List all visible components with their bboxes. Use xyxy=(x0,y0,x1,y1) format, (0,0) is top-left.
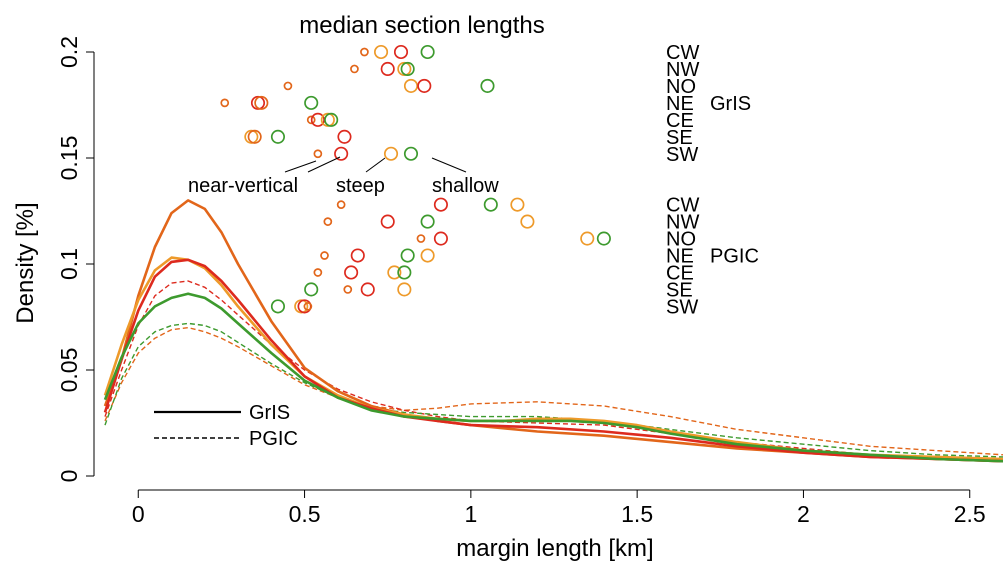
median-marker xyxy=(304,282,319,297)
region-label: CE xyxy=(666,110,694,132)
y-tick-label: 0 xyxy=(56,470,82,483)
median-marker xyxy=(400,248,415,263)
gris-density-line xyxy=(103,258,1003,463)
y-tick-label: 0.05 xyxy=(56,348,82,393)
median-marker xyxy=(374,44,389,60)
group-label: GrIS xyxy=(710,93,751,115)
leader-line xyxy=(431,157,467,173)
median-marker xyxy=(433,197,448,212)
x-axis-title: margin length [km] xyxy=(456,535,653,562)
median-marker xyxy=(580,231,595,246)
median-marker xyxy=(336,200,346,209)
size-class-label-shallow: shallow xyxy=(432,175,499,197)
median-marker xyxy=(420,248,435,263)
median-marker xyxy=(350,64,359,74)
plot-area: 0 0.5 1 1.5 2 2.500.050.10.150.2 CWNWNONECESES… xyxy=(56,36,1003,527)
median-marker xyxy=(343,285,353,294)
region-label: NE xyxy=(666,246,694,268)
median-marker xyxy=(337,129,352,144)
region-label: NW xyxy=(666,212,699,234)
median-marker xyxy=(313,268,323,277)
x-tick-label: 1 xyxy=(464,501,477,527)
median-marker xyxy=(483,197,498,212)
median-marker xyxy=(220,98,230,108)
median-marker xyxy=(393,44,409,60)
median-marker xyxy=(350,248,365,263)
median-marker xyxy=(380,214,395,229)
median-marker xyxy=(596,231,611,246)
pgic-density-line xyxy=(104,326,1003,456)
y-axis-title: Density [%] xyxy=(12,202,39,323)
median-marker xyxy=(303,302,313,311)
size-class-label-near-vertical: near-vertical xyxy=(188,175,298,197)
region-label: SW xyxy=(666,144,698,166)
region-label: SW xyxy=(666,296,698,318)
leader-line xyxy=(284,160,317,173)
median-marker xyxy=(270,299,285,314)
median-marker xyxy=(417,78,432,93)
median-marker xyxy=(520,214,535,229)
region-label: NO xyxy=(666,76,696,98)
median-marker xyxy=(420,44,435,60)
leader-line xyxy=(365,157,386,173)
median-marker xyxy=(310,112,325,127)
median-marker xyxy=(380,61,395,77)
x-tick-label: 0 xyxy=(132,501,145,527)
pgic-density-line xyxy=(104,322,1003,458)
median-marker xyxy=(313,149,323,159)
median-marker xyxy=(334,146,349,161)
median-marker xyxy=(270,129,285,144)
median-marker xyxy=(510,197,525,212)
median-marker xyxy=(360,282,375,297)
median-marker xyxy=(416,234,426,243)
size-class-label-steep: steep xyxy=(336,175,385,197)
region-label: CW xyxy=(666,42,699,64)
median-marker xyxy=(306,115,316,125)
region-label: NO xyxy=(666,229,696,251)
median-marker xyxy=(383,146,399,161)
median-marker xyxy=(403,146,419,161)
x-tick-label: 2.5 xyxy=(954,501,986,527)
median-marker xyxy=(403,78,419,93)
median-marker xyxy=(283,81,293,91)
median-marker xyxy=(397,282,412,297)
median-marker xyxy=(324,112,339,127)
median-marker xyxy=(320,251,329,260)
chart-title: median section lengths xyxy=(299,12,544,39)
y-tick-label: 0.2 xyxy=(56,36,82,68)
median-marker xyxy=(344,265,359,280)
gris-density-line xyxy=(103,256,1003,461)
group-label: PGIC xyxy=(710,246,759,268)
median-marker xyxy=(400,61,415,77)
region-label: NE xyxy=(666,93,694,115)
median-marker xyxy=(480,78,495,93)
median-marker xyxy=(420,214,435,229)
region-label: NW xyxy=(666,59,699,81)
median-marker xyxy=(433,231,448,246)
median-marker xyxy=(304,95,319,110)
gris-density-line xyxy=(103,199,1003,463)
legend-label: GrIS xyxy=(249,402,290,424)
x-tick-label: 2 xyxy=(797,501,810,527)
median-marker xyxy=(323,217,333,226)
region-label: CE xyxy=(666,262,694,284)
x-tick-label: 1.5 xyxy=(621,501,653,527)
y-tick-label: 0.15 xyxy=(56,136,82,181)
gris-density-line xyxy=(103,292,1003,463)
region-label: SE xyxy=(666,279,693,301)
median-marker xyxy=(397,265,412,280)
region-label: SE xyxy=(666,127,693,149)
y-tick-label: 0.1 xyxy=(56,248,82,280)
legend-label: PGIC xyxy=(249,428,298,450)
median-marker xyxy=(247,129,262,144)
x-tick-label: 0.5 xyxy=(289,501,321,527)
median-marker xyxy=(387,265,402,280)
median-marker xyxy=(254,95,269,110)
region-label: CW xyxy=(666,195,699,217)
leader-line xyxy=(307,156,341,173)
median-marker xyxy=(360,47,369,57)
